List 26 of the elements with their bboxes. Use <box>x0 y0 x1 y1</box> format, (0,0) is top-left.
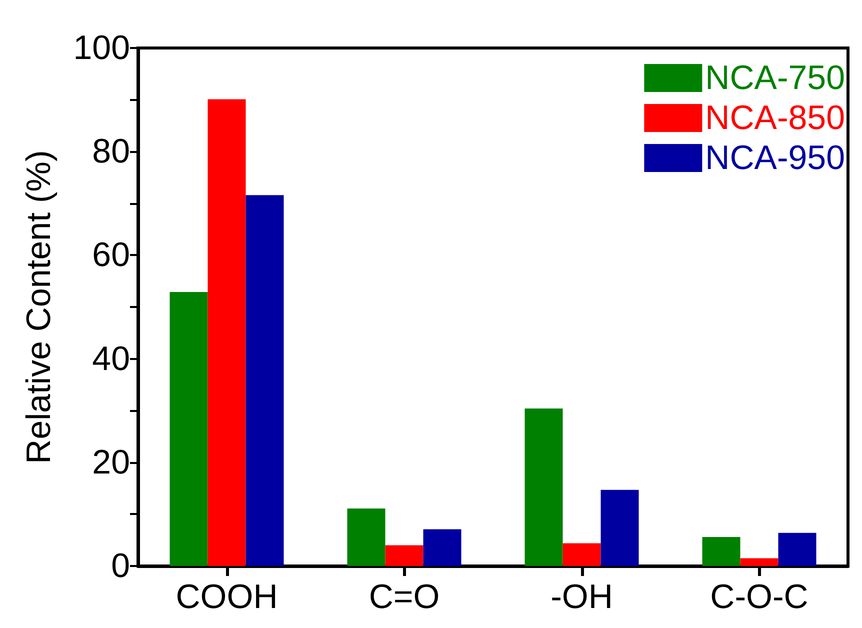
y-axis-title: Relative Content (%) <box>20 150 58 464</box>
bar <box>600 490 639 566</box>
y-tick-label: 100 <box>73 29 130 67</box>
bar <box>246 195 284 566</box>
y-tick-label: 80 <box>92 132 130 171</box>
bar <box>702 536 740 566</box>
bar <box>385 545 424 566</box>
bar <box>208 99 246 566</box>
y-tick-label: 0 <box>111 547 130 585</box>
bar <box>524 408 563 566</box>
x-tick-label: C-O-C <box>710 578 808 616</box>
y-tick-label: 40 <box>92 340 130 378</box>
bar <box>778 532 816 566</box>
y-tick-label: 60 <box>92 236 130 274</box>
bar <box>170 292 208 566</box>
bar <box>562 543 601 566</box>
bar <box>423 529 462 566</box>
x-tick-label: -OH <box>550 578 613 616</box>
x-tick-label: C=O <box>368 578 440 616</box>
x-tick-label: COOH <box>176 578 278 616</box>
legend-label: NCA-950 <box>705 139 846 177</box>
bar <box>347 508 386 566</box>
legend-label: NCA-750 <box>705 59 846 97</box>
y-tick-label: 20 <box>92 443 130 482</box>
legend-label: NCA-850 <box>705 99 846 137</box>
bar <box>740 558 778 566</box>
